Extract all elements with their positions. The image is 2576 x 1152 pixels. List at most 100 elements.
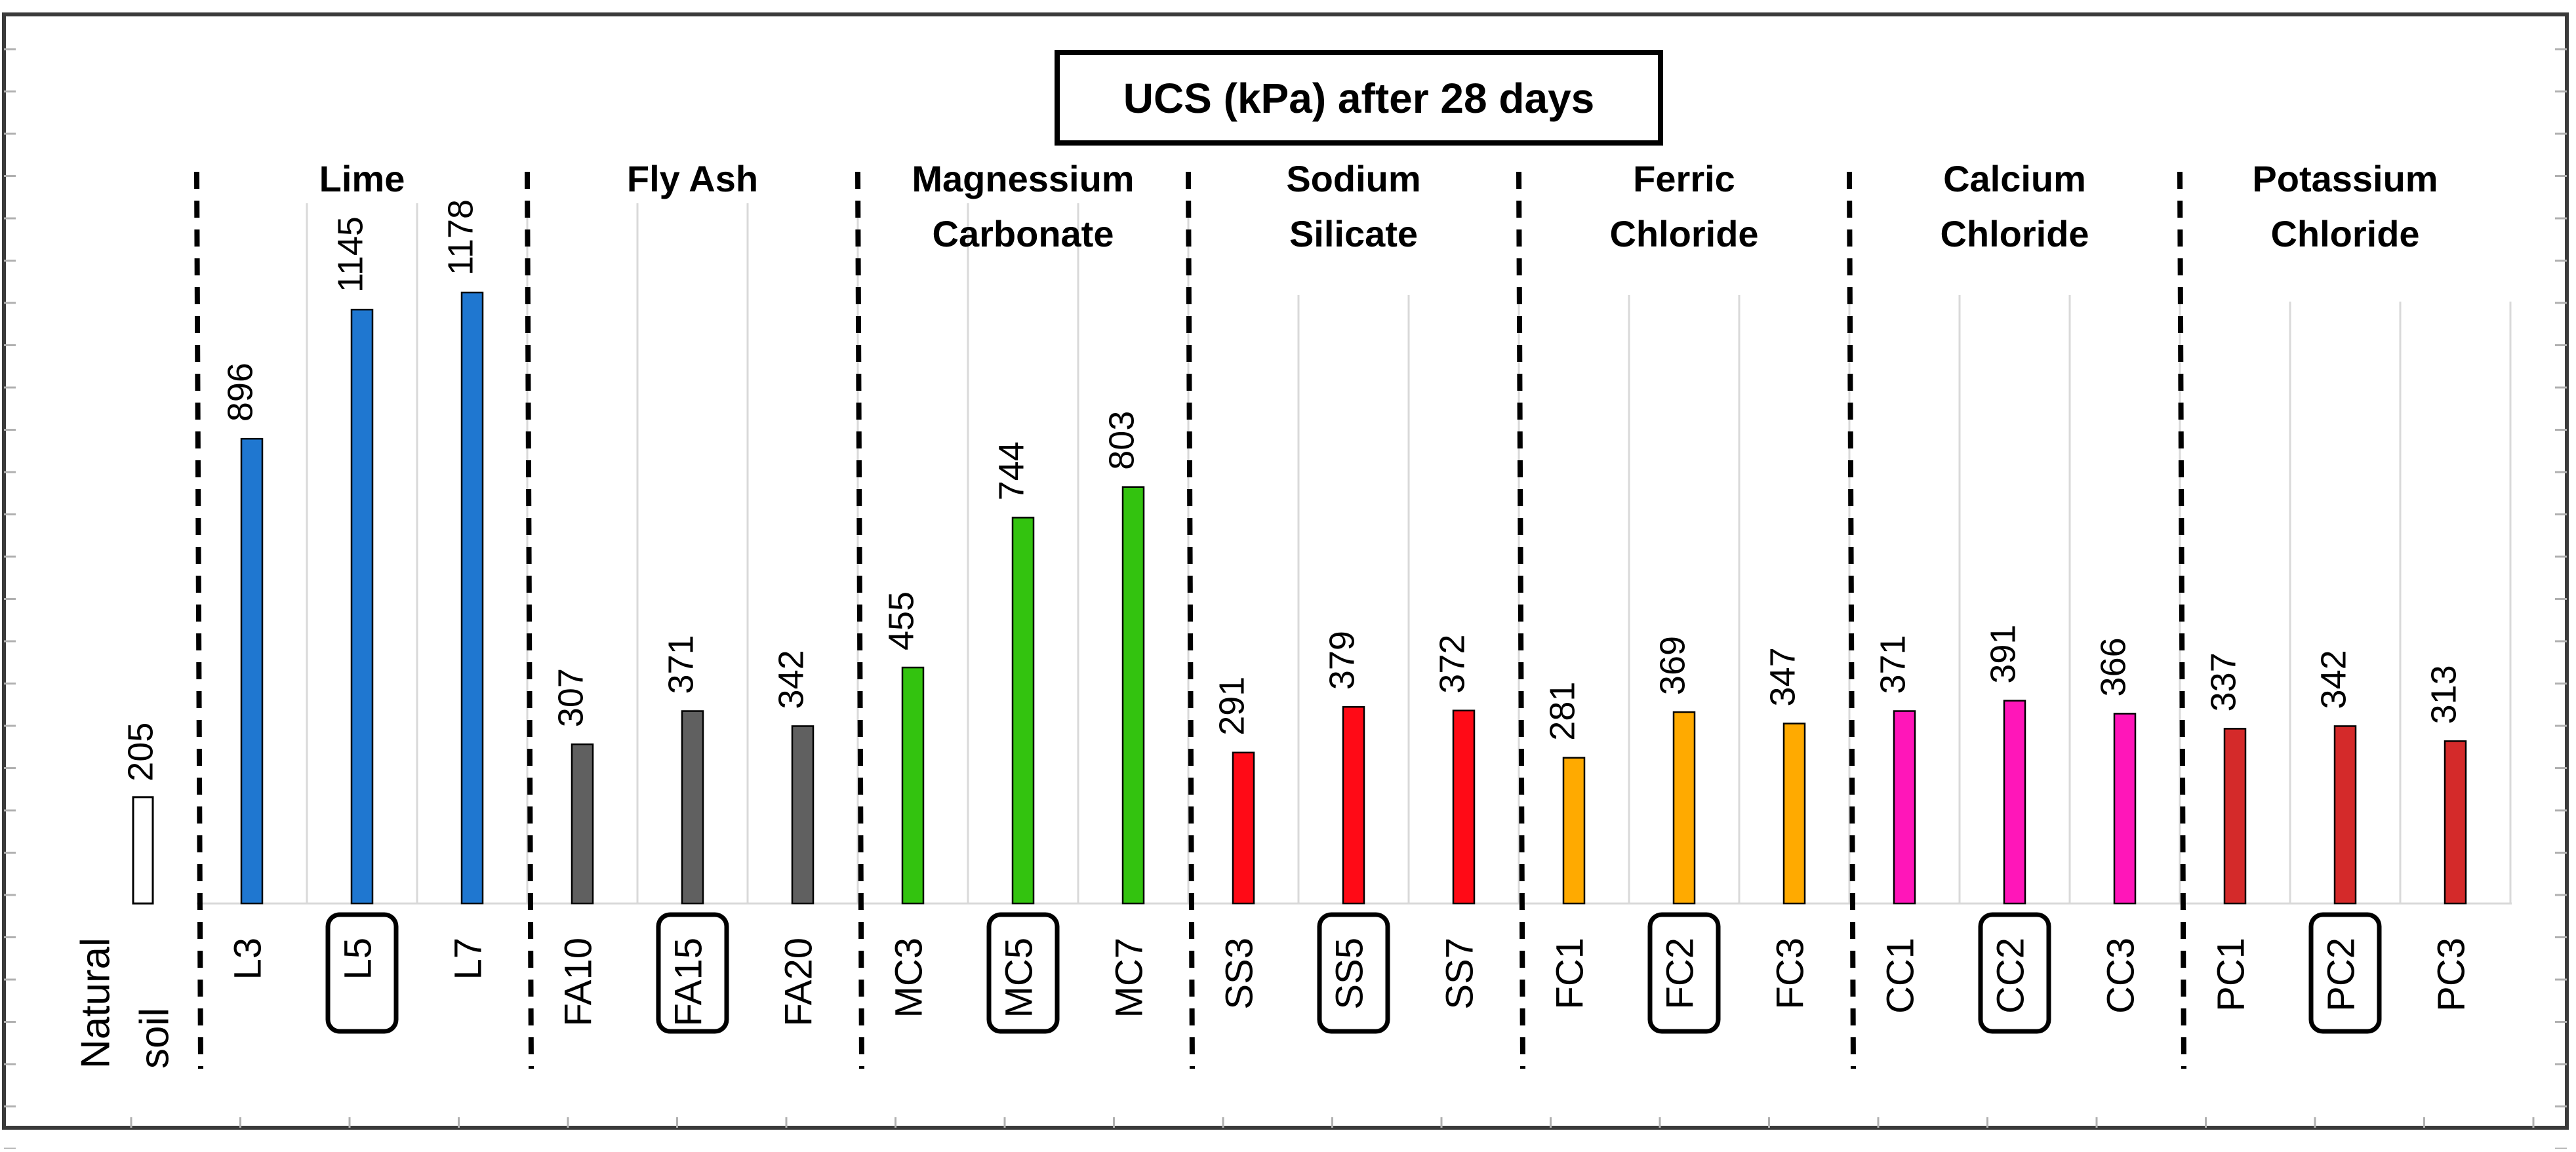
data-label-ss3: 291 — [1212, 677, 1251, 736]
group-divider — [1847, 171, 1856, 1069]
chart-title: UCS (kPa) after 28 days — [1123, 75, 1595, 122]
data-labels: 205 896 1145 1178 307 371 342 455 744 803 291 379 37… — [121, 199, 2463, 782]
data-label-fc2: 369 — [1653, 636, 1692, 695]
data-label-cc3: 366 — [2093, 637, 2133, 696]
data-label-ss5: 379 — [1322, 631, 1361, 690]
category-label-fc2: FC2 — [1659, 938, 1701, 1010]
group-divider — [525, 171, 534, 1069]
group-divider — [1516, 171, 1525, 1069]
group-names: Lime Fly Ash Magnessium Carbonate Sodium Sili… — [319, 158, 2438, 254]
highlight-box-fc2 — [1647, 912, 1721, 1034]
bar-fa20 — [791, 725, 815, 905]
group-name-magnessium-carbonate-1: Magnessium — [912, 158, 1134, 199]
data-label-cc1: 371 — [1873, 635, 1912, 694]
bar-mc5 — [1011, 517, 1035, 905]
bar-fa10 — [571, 743, 594, 905]
bar-l7 — [460, 291, 484, 905]
category-label-ss7: SS7 — [1438, 938, 1481, 1010]
group-dividers — [194, 171, 2186, 1069]
category-label-natural-soil-1: Natural — [73, 938, 118, 1069]
category-label-natural-soil-2: soil — [132, 1008, 177, 1069]
category-label-mc5: MC5 — [997, 938, 1040, 1018]
bar-fc1 — [1562, 757, 1586, 905]
bar-cc3 — [2113, 713, 2137, 905]
data-label-fa15: 371 — [661, 635, 700, 694]
bar-fa15 — [681, 710, 704, 905]
data-label-l5: 1145 — [331, 216, 370, 292]
bar-l5 — [350, 308, 374, 905]
category-label-ss5: SS5 — [1328, 938, 1371, 1010]
group-name-sodium-silicate-1: Sodium — [1286, 158, 1420, 199]
bar-pc1 — [2223, 728, 2247, 905]
bar-ss5 — [1342, 705, 1365, 905]
bar-l3 — [240, 437, 264, 905]
data-label-pc3: 313 — [2424, 665, 2463, 724]
category-label-l7: L7 — [447, 938, 489, 980]
highlight-box-ss5 — [1317, 912, 1390, 1034]
group-name-magnessium-carbonate-2: Carbonate — [933, 213, 1114, 254]
group-name-potassium-chloride-2: Chloride — [2270, 213, 2419, 254]
bar-cc2 — [2003, 700, 2026, 905]
data-label-fa20: 342 — [771, 650, 811, 709]
data-label-pc1: 337 — [2204, 652, 2243, 711]
group-name-ferric-chloride-2: Chloride — [1609, 213, 1758, 254]
highlight-box-cc2 — [1978, 912, 2051, 1034]
data-label-l7: 1178 — [441, 199, 480, 275]
category-label-ss3: SS3 — [1218, 938, 1260, 1010]
bar-fc3 — [1782, 723, 1806, 905]
group-name-calcium-chloride-2: Chloride — [1940, 213, 2089, 254]
bar-pc2 — [2333, 725, 2357, 905]
bars — [132, 291, 2467, 905]
bar-pc3 — [2444, 740, 2467, 905]
highlight-box-mc5 — [986, 912, 1060, 1034]
data-label-natural-soil: 205 — [121, 723, 160, 782]
group-divider — [855, 171, 864, 1069]
title-box: UCS (kPa) after 28 days — [1055, 50, 1663, 146]
title-frame — [1055, 50, 1663, 146]
highlight-box-pc2 — [2308, 912, 2382, 1034]
data-label-l3: 896 — [220, 363, 260, 422]
data-label-ss7: 372 — [1432, 635, 1472, 694]
category-label-pc3: PC3 — [2430, 938, 2472, 1012]
group-divider — [194, 171, 203, 1069]
group-divider — [1186, 171, 1195, 1069]
bar-mc3 — [901, 666, 925, 905]
category-label-pc1: PC1 — [2209, 938, 2252, 1012]
data-label-mc7: 803 — [1102, 411, 1141, 470]
category-label-fa20: FA20 — [777, 938, 820, 1026]
category-label-l5: L5 — [336, 938, 379, 980]
data-label-mc5: 744 — [992, 441, 1031, 500]
category-label-pc2: PC2 — [2320, 938, 2362, 1012]
category-label-cc1: CC1 — [1879, 938, 1922, 1014]
group-name-potassium-chloride-1: Potassium — [2252, 158, 2438, 199]
bar-ss7 — [1452, 709, 1476, 905]
highlight-box-fa15 — [656, 912, 729, 1034]
bar-mc7 — [1121, 486, 1145, 905]
category-labels: Natural soil L3 L5 L7 FA10 FA15 FA20 MC3 MC5 MC7 SS… — [73, 912, 2472, 1069]
data-label-fa10: 307 — [551, 668, 590, 727]
bar-natural-soil — [132, 796, 154, 905]
data-label-fc1: 281 — [1542, 682, 1582, 741]
data-label-cc2: 391 — [1983, 625, 2023, 684]
frame-ticks — [4, 48, 2567, 1150]
group-name-fly-ash-1: Fly Ash — [627, 158, 758, 199]
data-label-mc3: 455 — [881, 591, 921, 650]
category-label-fc1: FC1 — [1548, 938, 1591, 1010]
bar-cc1 — [1893, 710, 1916, 905]
outer-frame — [2, 12, 2569, 1130]
category-label-fc3: FC3 — [1769, 938, 1811, 1010]
category-label-cc2: CC2 — [1989, 938, 2032, 1014]
category-label-fa15: FA15 — [667, 938, 710, 1026]
category-label-l3: L3 — [226, 938, 269, 980]
bar-ss3 — [1232, 751, 1255, 905]
group-divider — [2177, 171, 2186, 1069]
data-label-fc3: 347 — [1763, 647, 1802, 706]
group-name-ferric-chloride-1: Ferric — [1633, 158, 1735, 199]
group-name-calcium-chloride-1: Calcium — [1943, 158, 2086, 199]
category-label-fa10: FA10 — [557, 938, 599, 1026]
group-name-sodium-silicate-2: Silicate — [1289, 213, 1418, 254]
data-label-pc2: 342 — [2314, 650, 2353, 709]
category-label-cc3: CC3 — [2099, 938, 2142, 1014]
